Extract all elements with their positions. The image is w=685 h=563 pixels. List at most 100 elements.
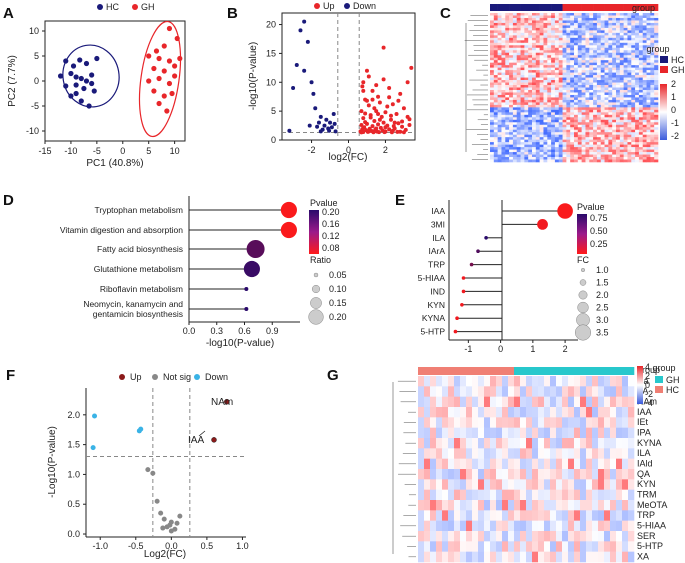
volcano-f-point-not-sig: [160, 525, 166, 531]
heatmap-c-cell: [616, 94, 621, 98]
heatmap-c-cell: [493, 32, 498, 36]
heatmap-g-cell: [442, 469, 449, 480]
heatmap-c-cell: [532, 139, 537, 143]
heatmap-g-cell: [514, 386, 521, 397]
heatmap-c-cell: [654, 122, 659, 126]
heatmap-c-cell: [516, 107, 521, 111]
heatmap-c-cell: [493, 107, 498, 111]
heatmap-c-cell: [612, 117, 617, 121]
heatmap-g-group-bar-cell: [544, 367, 551, 375]
heatmap-c-cell: [654, 82, 659, 86]
heatmap-c-cell: [604, 82, 609, 86]
heatmap-c-cell: [623, 144, 628, 148]
heatmap-c-cell: [551, 35, 556, 39]
heatmap-g-row-label: IAA: [637, 407, 652, 417]
heatmap-c-cell: [574, 85, 579, 88]
heatmap-c-cell: [490, 85, 495, 88]
heatmap-g-cell: [430, 396, 437, 408]
heatmap-c-cell: [558, 119, 563, 123]
heatmap-g: group NaPANAmIAAIEtIPAKYNAILAIAldQAKYNTR…: [392, 362, 680, 563]
heatmap-c-cell: [501, 52, 506, 56]
heatmap-c-cell: [524, 144, 529, 148]
heatmap-c-cell: [577, 139, 582, 143]
heatmap-c-cell: [577, 65, 582, 68]
heatmap-c-cell: [638, 47, 644, 51]
heatmap-c-cell: [551, 122, 556, 126]
heatmap-g-cell: [628, 541, 635, 552]
heatmap-c-cell: [539, 154, 544, 158]
heatmap-c-cell: [631, 87, 636, 91]
heatmap-c-cell: [596, 129, 602, 133]
pathway-label: gentamicin biosynthesis: [93, 309, 183, 319]
heatmap-c-cell: [654, 72, 659, 76]
heatmap-c-cell: [635, 25, 640, 29]
heatmap-c-cell: [608, 87, 613, 91]
heatmap-c-cell: [631, 77, 636, 81]
heatmap-c-cell: [593, 17, 598, 21]
heatmap-c-cell: [654, 137, 659, 140]
heatmap-c-cell: [532, 22, 537, 26]
heatmap-c-cell: [551, 107, 556, 111]
heatmap-c-cell: [619, 60, 624, 63]
heatmap-c-cell: [539, 149, 544, 153]
heatmap-c-cell: [547, 82, 552, 86]
heatmap-c-cell: [593, 109, 598, 113]
heatmap-c-cell: [543, 60, 548, 63]
heatmap-c-cell: [547, 37, 552, 41]
heatmap-g-cell: [604, 396, 611, 408]
heatmap-c-cell: [596, 25, 602, 29]
heatmap-c-cell: [635, 45, 640, 49]
heatmap-c-cell: [516, 149, 521, 153]
heatmap-c-cell: [570, 147, 575, 150]
volcano-b-point-down: [315, 124, 320, 129]
heatmap-c-cell: [566, 15, 571, 19]
heatmap-c-cell: [501, 159, 506, 163]
heatmap-c-cell: [501, 15, 506, 19]
heatmap-c-cell: [608, 22, 613, 26]
heatmap-c-cell: [635, 47, 640, 51]
heatmap-g-cell: [424, 531, 431, 542]
heatmap-c-cell: [638, 15, 644, 19]
heatmap-c-cell: [528, 114, 533, 118]
heatmap-g-cell: [430, 448, 437, 459]
heatmap-c-cell: [524, 17, 529, 21]
heatmap-g-cell: [526, 427, 533, 439]
heatmap-c-cell: [566, 122, 571, 126]
heatmap-c-cell: [493, 144, 498, 148]
heatmap-c-cell: [524, 107, 529, 111]
heatmap-g-cell: [550, 531, 557, 542]
heatmap-c-cell: [528, 99, 533, 103]
heatmap-c-cell: [570, 60, 575, 63]
heatmap-c-cell: [585, 122, 590, 126]
heatmap-c-cell: [600, 122, 605, 126]
heatmap-c-cell: [520, 149, 525, 153]
heatmap-c-cell: [497, 142, 502, 145]
heatmap-c-cell: [509, 40, 514, 44]
heatmap-c-cell: [501, 139, 506, 143]
heatmap-c-cell: [577, 102, 582, 106]
heatmap-g-cell: [592, 386, 599, 397]
heatmap-c-cell: [505, 119, 510, 123]
heatmap-c-cell: [543, 89, 548, 93]
heatmap-g-cell: [520, 448, 527, 459]
heatmap-g-cell: [550, 489, 557, 501]
heatmap-c-cell: [589, 17, 594, 21]
heatmap-c-cell: [646, 147, 651, 150]
heatmap-c-cell: [554, 57, 560, 61]
heatmap-c-cell: [539, 147, 544, 150]
heatmap-c-cell: [616, 99, 621, 103]
heatmap-c-group-annotation-label: group: [632, 3, 655, 13]
heatmap-c-cell: [596, 77, 602, 81]
heatmap-c-cell: [562, 122, 567, 126]
heatmap-c-cell: [577, 30, 582, 34]
heatmap-c-cell: [646, 139, 651, 143]
heatmap-c-cell: [520, 119, 525, 123]
heatmap-c-cell: [551, 109, 556, 113]
heatmap-c-cell: [646, 104, 651, 108]
heatmap-c-cell: [535, 45, 540, 49]
heatmap-c-cell: [654, 37, 659, 41]
heatmap-c-cell: [616, 85, 621, 88]
heatmap-c-cells: [490, 4, 659, 163]
heatmap-c-group-bar-cell: [635, 4, 640, 11]
heatmap-g-cell: [454, 489, 461, 501]
